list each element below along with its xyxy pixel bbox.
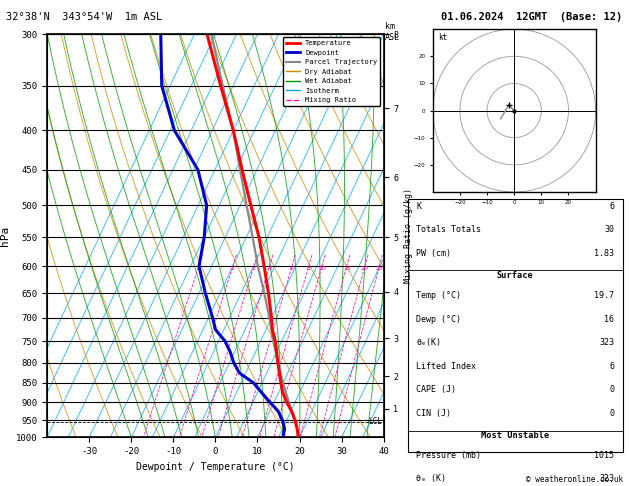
Text: 30: 30 bbox=[604, 226, 614, 234]
Text: 323: 323 bbox=[599, 338, 614, 347]
Text: PW (cm): PW (cm) bbox=[416, 249, 451, 258]
Text: Lifted Index: Lifted Index bbox=[416, 362, 476, 370]
Text: CAPE (J): CAPE (J) bbox=[416, 385, 456, 394]
Text: ASL: ASL bbox=[385, 33, 400, 42]
Text: Surface: Surface bbox=[497, 271, 533, 280]
Text: Temp (°C): Temp (°C) bbox=[416, 291, 461, 300]
Text: 1: 1 bbox=[197, 266, 201, 271]
Text: kt: kt bbox=[438, 33, 447, 42]
Text: 25: 25 bbox=[376, 266, 383, 271]
Text: 19.7: 19.7 bbox=[594, 291, 614, 300]
Text: 15: 15 bbox=[343, 266, 350, 271]
Text: 32°38'N  343°54'W  1m ASL: 32°38'N 343°54'W 1m ASL bbox=[6, 12, 162, 22]
Y-axis label: Mixing Ratio (g/kg): Mixing Ratio (g/kg) bbox=[404, 188, 413, 283]
Text: Totals Totals: Totals Totals bbox=[416, 226, 481, 234]
Text: 20: 20 bbox=[361, 266, 369, 271]
Text: 6: 6 bbox=[609, 202, 614, 211]
Text: © weatheronline.co.uk: © weatheronline.co.uk bbox=[526, 474, 623, 484]
Text: CIN (J): CIN (J) bbox=[416, 409, 451, 417]
Text: 0: 0 bbox=[609, 385, 614, 394]
Text: 4: 4 bbox=[267, 266, 271, 271]
Text: Most Unstable: Most Unstable bbox=[481, 431, 549, 440]
Text: Dewp (°C): Dewp (°C) bbox=[416, 314, 461, 324]
Text: K: K bbox=[416, 202, 421, 211]
Text: 1.83: 1.83 bbox=[594, 249, 614, 258]
Text: LCL: LCL bbox=[369, 417, 382, 427]
Text: 6: 6 bbox=[290, 266, 294, 271]
Text: 2: 2 bbox=[231, 266, 235, 271]
Text: 1015: 1015 bbox=[594, 451, 614, 460]
Text: 3: 3 bbox=[252, 266, 256, 271]
Text: 10: 10 bbox=[318, 266, 326, 271]
Text: 01.06.2024  12GMT  (Base: 12): 01.06.2024 12GMT (Base: 12) bbox=[442, 12, 623, 22]
Text: 0: 0 bbox=[609, 409, 614, 417]
Text: 16: 16 bbox=[604, 314, 614, 324]
Text: 323: 323 bbox=[599, 474, 614, 483]
Text: Pressure (mb): Pressure (mb) bbox=[416, 451, 481, 460]
Text: 8: 8 bbox=[307, 266, 311, 271]
Legend: Temperature, Dewpoint, Parcel Trajectory, Dry Adiabat, Wet Adiabat, Isotherm, Mi: Temperature, Dewpoint, Parcel Trajectory… bbox=[283, 37, 380, 106]
Text: 6: 6 bbox=[609, 362, 614, 370]
Text: km: km bbox=[385, 22, 395, 31]
Y-axis label: hPa: hPa bbox=[1, 226, 11, 246]
X-axis label: Dewpoint / Temperature (°C): Dewpoint / Temperature (°C) bbox=[136, 462, 295, 472]
Text: θₑ(K): θₑ(K) bbox=[416, 338, 441, 347]
Text: θₑ (K): θₑ (K) bbox=[416, 474, 446, 483]
